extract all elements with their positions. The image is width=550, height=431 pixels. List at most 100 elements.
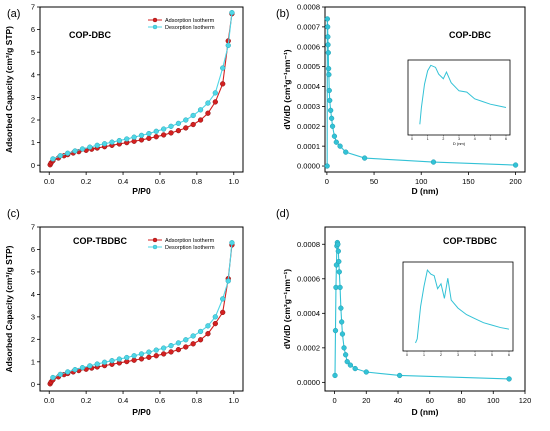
y-tick-label: 0.0003 bbox=[297, 102, 320, 111]
y-tick-label: 0.0004 bbox=[297, 82, 320, 91]
x-tick-label: 0.2 bbox=[81, 396, 91, 405]
data-point bbox=[336, 269, 342, 275]
data-point bbox=[153, 347, 159, 353]
data-point bbox=[338, 305, 344, 311]
data-point bbox=[220, 81, 226, 87]
desorption-series bbox=[50, 10, 235, 162]
data-point bbox=[183, 337, 189, 343]
legend-marker bbox=[152, 244, 158, 250]
data-point bbox=[197, 328, 204, 335]
data-point bbox=[197, 117, 204, 123]
y-axis-label: Adsorbed Capacity (cm³/g STP) bbox=[4, 26, 14, 153]
y-tick-label: 0.0004 bbox=[297, 309, 320, 318]
panel-label: (d) bbox=[276, 208, 289, 220]
y-tick-label: 1 bbox=[31, 138, 35, 147]
data-point bbox=[190, 121, 196, 128]
chart-title: COP-TBDBC bbox=[73, 236, 127, 246]
x-tick-label: 0.8 bbox=[192, 396, 202, 405]
data-point bbox=[342, 352, 349, 358]
data-point bbox=[339, 319, 345, 325]
x-tick-label: 0.2 bbox=[81, 177, 91, 186]
y-axis-label: dV/dD (cm³g⁻¹nm⁻¹) bbox=[282, 269, 292, 349]
data-point bbox=[205, 110, 211, 116]
y-axis-label: Adsorbed Capacity (cm³/g STP) bbox=[4, 245, 14, 372]
data-point bbox=[205, 331, 211, 337]
chart-title: COP-DBC bbox=[449, 30, 491, 40]
data-point bbox=[332, 372, 338, 379]
inset-series-line bbox=[419, 64, 507, 125]
y-tick-label: 0.0002 bbox=[297, 122, 320, 131]
x-tick-label: 0.0 bbox=[44, 396, 54, 405]
panel-d: 0 20 40 60 80 100 1200.00000.00020.00040.00060… bbox=[276, 208, 531, 417]
x-tick-label: 1.0 bbox=[229, 177, 239, 186]
data-point bbox=[79, 146, 86, 152]
data-point bbox=[131, 134, 137, 140]
x-axis-label: P/P0 bbox=[132, 407, 151, 417]
inset-x-tick-label: 0 bbox=[411, 137, 413, 141]
data-point bbox=[336, 258, 342, 265]
data-point bbox=[124, 136, 130, 142]
data-point bbox=[333, 139, 339, 145]
desorption-series bbox=[50, 240, 235, 381]
data-point bbox=[324, 163, 330, 169]
x-tick-label: 1.0 bbox=[229, 396, 239, 405]
data-point bbox=[50, 156, 56, 162]
psd-series bbox=[332, 239, 512, 382]
y-tick-label: 7 bbox=[31, 3, 35, 12]
data-point bbox=[87, 363, 93, 369]
plot-frame bbox=[39, 226, 244, 392]
x-tick-label: 200 bbox=[509, 177, 522, 186]
x-tick-label: 120 bbox=[519, 396, 532, 405]
panel-b: 0 50 100 150 2000.00000.00010.00020.00030.00… bbox=[276, 3, 526, 196]
chart-title: COP-DBC bbox=[69, 30, 111, 40]
legend-label: Desorption Isotherm bbox=[165, 25, 215, 31]
x-tick-label: 50 bbox=[370, 177, 378, 186]
x-tick-label: 0.8 bbox=[192, 177, 202, 186]
x-tick-label: 40 bbox=[394, 396, 402, 405]
data-point bbox=[168, 130, 174, 136]
y-tick-label: 1 bbox=[31, 357, 35, 366]
data-point bbox=[72, 367, 78, 373]
data-point bbox=[101, 359, 108, 365]
x-axis-label: D (nm) bbox=[412, 186, 439, 196]
data-point bbox=[138, 351, 145, 357]
data-point bbox=[94, 361, 100, 367]
data-point bbox=[146, 135, 152, 141]
data-point bbox=[101, 141, 108, 147]
data-point bbox=[430, 159, 437, 165]
panel-label: (c) bbox=[7, 208, 20, 220]
data-point bbox=[212, 314, 218, 320]
plot-frame bbox=[39, 6, 244, 173]
y-tick-label: 4 bbox=[31, 70, 35, 79]
y-axis-label: dV/dD (cm³g⁻¹nm⁻¹) bbox=[282, 49, 292, 129]
chart-title: COP-TBDBC bbox=[443, 236, 497, 246]
data-point bbox=[335, 241, 341, 247]
y-tick-label: 2 bbox=[31, 116, 35, 125]
x-tick-label: 0.6 bbox=[155, 396, 165, 405]
data-point bbox=[325, 34, 331, 40]
data-point bbox=[363, 369, 369, 375]
data-point bbox=[50, 374, 56, 381]
inset-x-tick-label: 0 bbox=[406, 353, 408, 357]
legend-label: Adsorption Isotherm bbox=[165, 238, 215, 244]
y-tick-label: 6 bbox=[31, 25, 35, 34]
data-point bbox=[175, 120, 182, 127]
data-point bbox=[109, 358, 115, 364]
inset-x-tick-label: 5 bbox=[489, 137, 491, 141]
inset-x-tick-label: 6 bbox=[508, 353, 510, 357]
data-point bbox=[161, 345, 167, 351]
data-point bbox=[225, 278, 231, 284]
y-tick-label: 5 bbox=[31, 268, 35, 277]
panel-label: (b) bbox=[276, 8, 289, 20]
data-point bbox=[344, 359, 350, 365]
x-tick-label: 0.0 bbox=[44, 177, 54, 186]
x-axis-label: P/P0 bbox=[132, 186, 151, 196]
inset-x-tick-label: 3 bbox=[458, 137, 460, 141]
data-point bbox=[337, 284, 343, 291]
data-point bbox=[146, 354, 152, 360]
panel-c: 0.0 0.2 0.4 0.6 0.8 1.0 0 1 2 3 4 5 6 7 P/P0 Adsorbed C… bbox=[4, 208, 244, 417]
data-point bbox=[183, 344, 189, 350]
inset-frame bbox=[407, 59, 511, 136]
inset-x-axis-label: D (nm) bbox=[453, 141, 466, 146]
y-tick-label: 0.0000 bbox=[297, 378, 320, 387]
